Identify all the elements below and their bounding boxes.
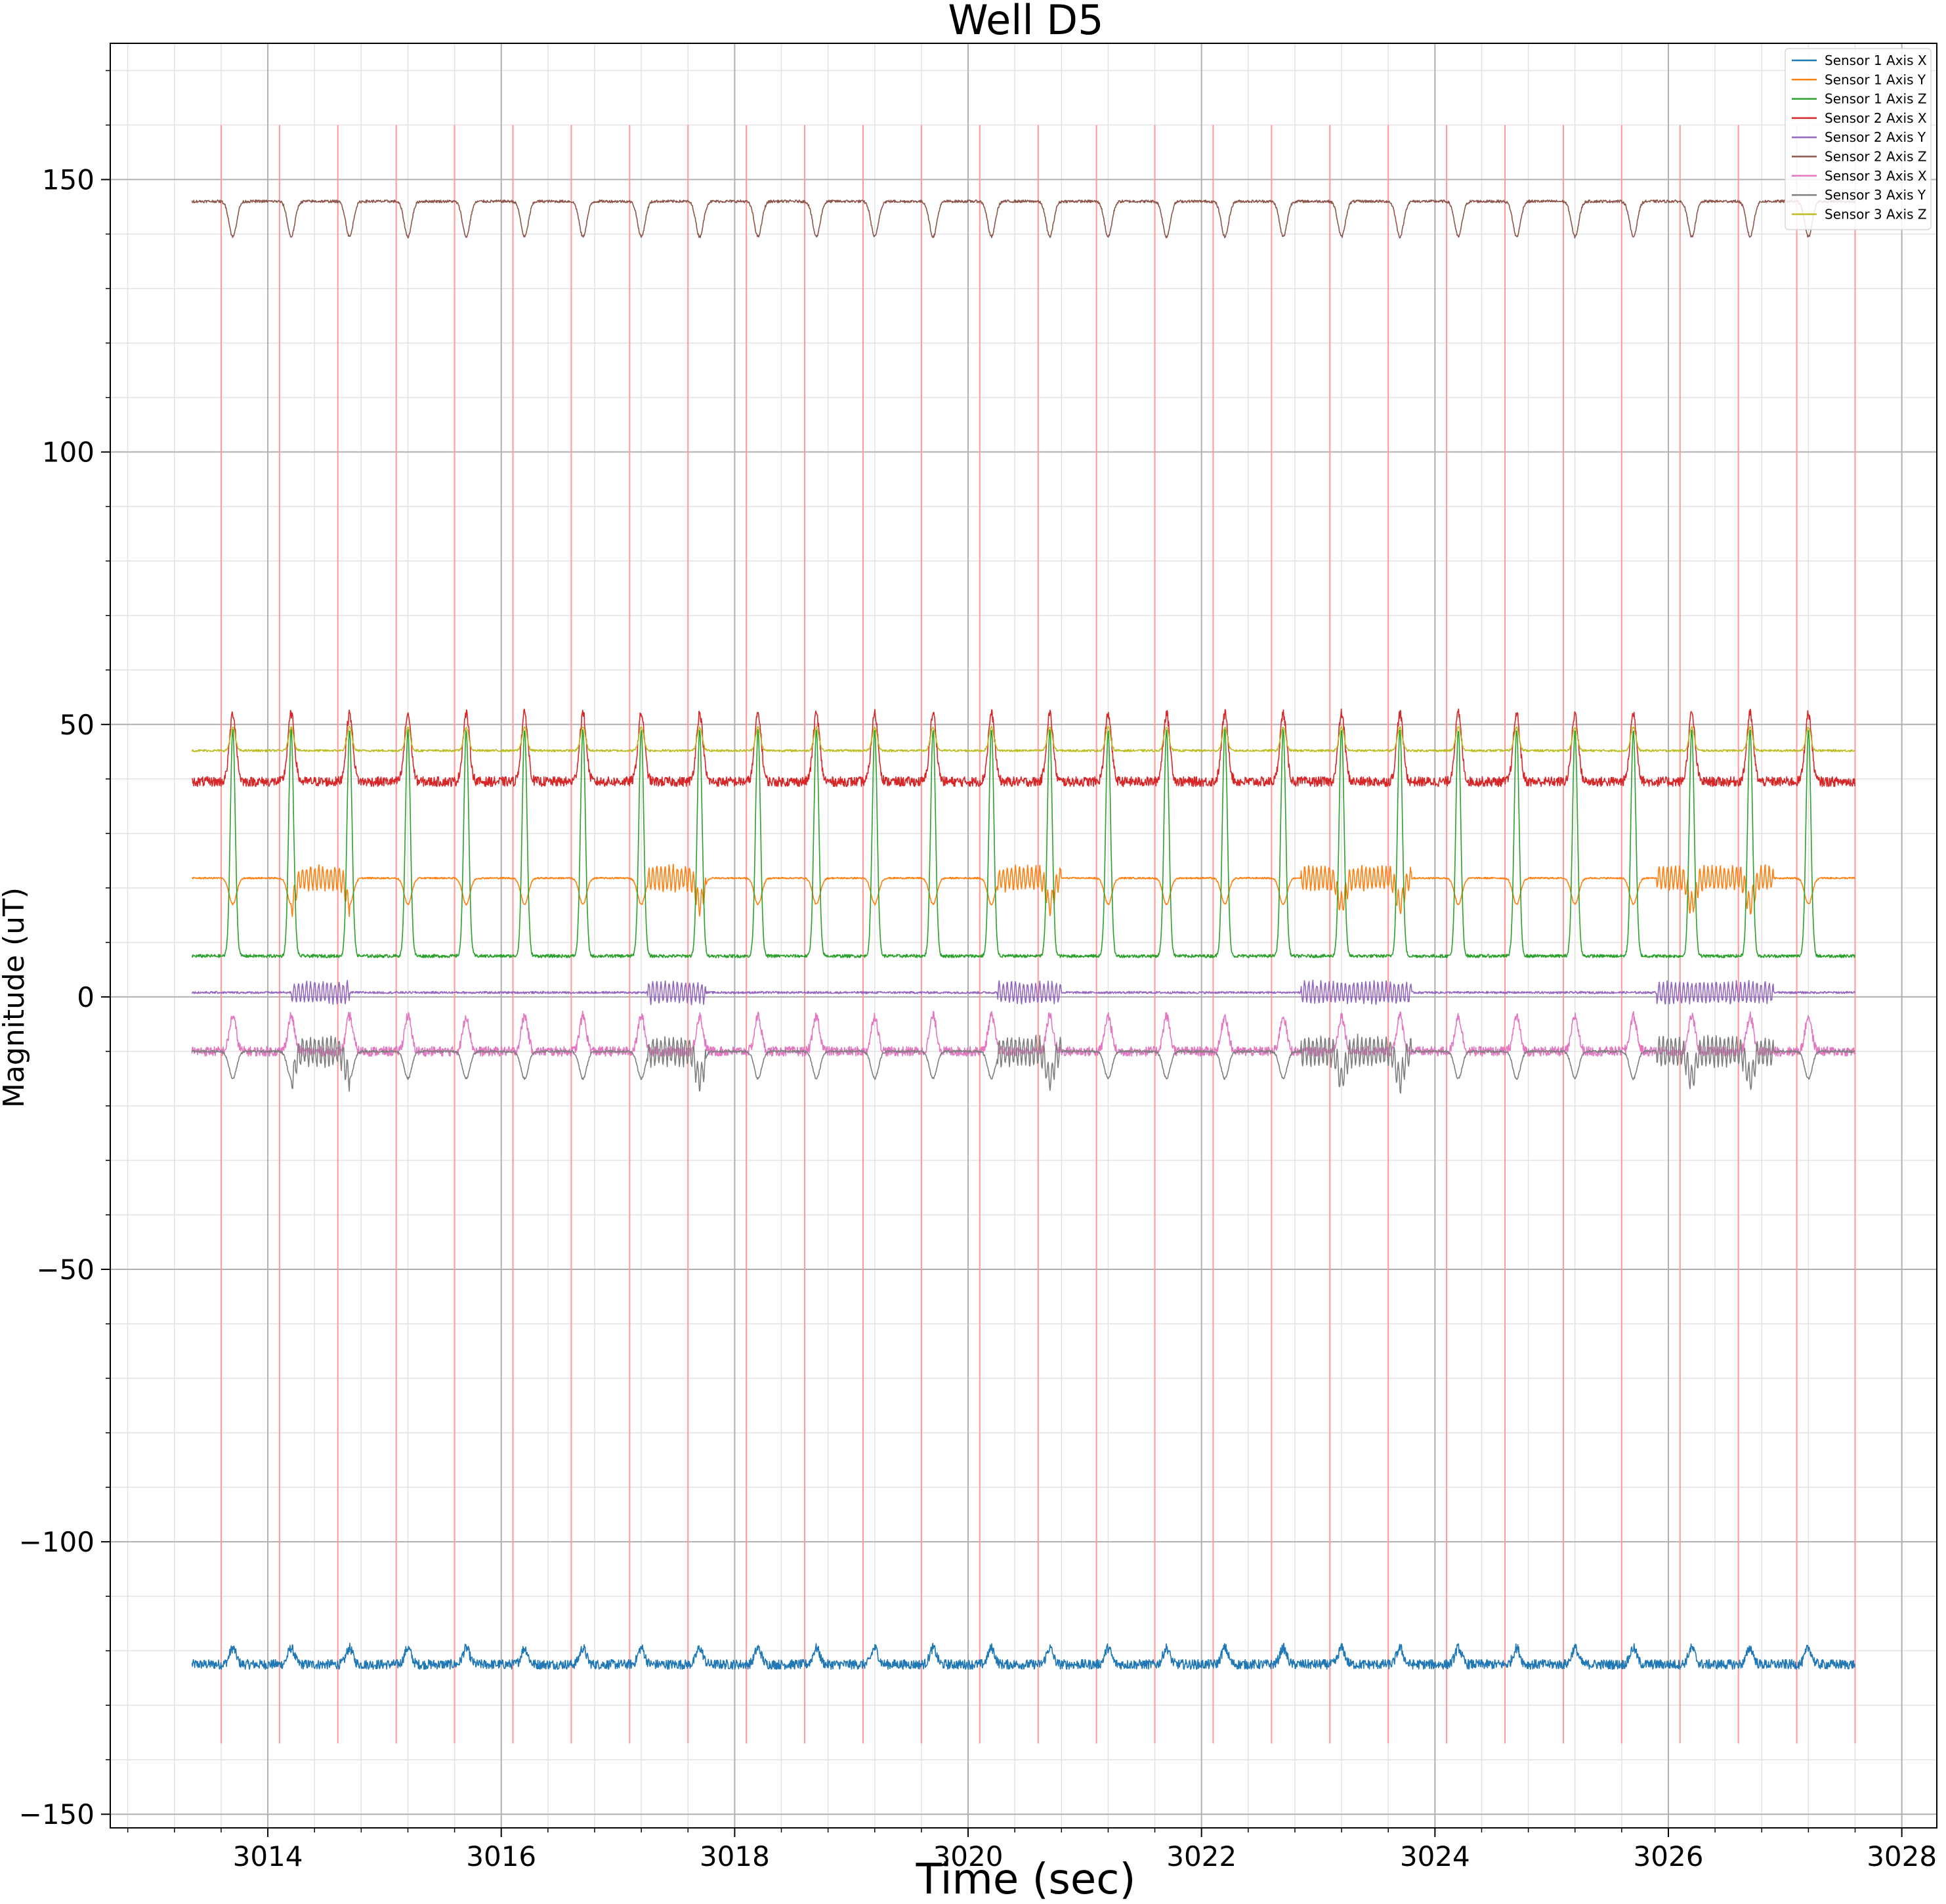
- legend-label: Sensor 2 Axis Y: [1825, 129, 1926, 145]
- y-tick-label: −50: [36, 1254, 95, 1286]
- series-line: [191, 979, 1855, 1005]
- y-tick-label: −100: [19, 1526, 95, 1558]
- y-tick-label: −150: [19, 1798, 95, 1830]
- plot-frame: [110, 43, 1937, 1829]
- series-line: [191, 1010, 1855, 1057]
- plot-background: [110, 43, 1937, 1828]
- series-line: [191, 729, 1855, 958]
- series-line: [191, 1033, 1855, 1094]
- series-lines: [191, 199, 1855, 1670]
- x-tick-label: 3022: [1166, 1840, 1237, 1872]
- y-tick-label: 150: [42, 164, 95, 196]
- y-tick-label: 100: [42, 436, 95, 469]
- y-axis-title: Magnitude (uT): [0, 887, 31, 1108]
- x-tick-label: 3020: [933, 1840, 1004, 1872]
- series-line: [191, 725, 1855, 753]
- x-tick-label: 3024: [1400, 1840, 1470, 1872]
- plot-area: [110, 43, 1937, 1829]
- legend-label: Sensor 1 Axis X: [1825, 53, 1927, 68]
- legend-label: Sensor 3 Axis X: [1825, 168, 1927, 184]
- series-line: [191, 1642, 1855, 1670]
- legend-label: Sensor 2 Axis X: [1825, 110, 1927, 126]
- x-tick-label: 3028: [1867, 1840, 1937, 1872]
- series-line: [192, 863, 1855, 918]
- legend: Sensor 1 Axis X Sensor 1 Axis Y Sensor 1 A…: [1785, 48, 1932, 230]
- vertical-markers: [220, 125, 1856, 1744]
- legend-box: [1785, 48, 1932, 230]
- x-tick-label: 3026: [1634, 1840, 1704, 1872]
- x-axis-ticks: 3014 3016 3018 3020 3022 3024 3026 3028: [127, 1828, 1937, 1872]
- y-tick-label: 0: [77, 981, 95, 1013]
- chart-title: Well D5: [948, 0, 1103, 44]
- x-tick-label: 3014: [233, 1840, 303, 1872]
- legend-label: Sensor 3 Axis Y: [1825, 187, 1926, 203]
- major-grid: [110, 43, 1937, 1828]
- legend-label: Sensor 2 Axis Z: [1825, 149, 1927, 165]
- legend-label: Sensor 1 Axis Y: [1825, 72, 1926, 87]
- legend-label: Sensor 1 Axis Z: [1825, 91, 1927, 107]
- legend-label: Sensor 3 Axis Z: [1825, 206, 1927, 222]
- y-axis-ticks: −150 −100 −50 0 50 100 150: [19, 70, 110, 1830]
- series-line: [191, 199, 1855, 239]
- x-tick-label: 3018: [700, 1840, 770, 1872]
- y-tick-label: 50: [60, 709, 95, 741]
- x-axis-title: Time (sec): [916, 1855, 1136, 1904]
- x-tick-label: 3016: [466, 1840, 536, 1872]
